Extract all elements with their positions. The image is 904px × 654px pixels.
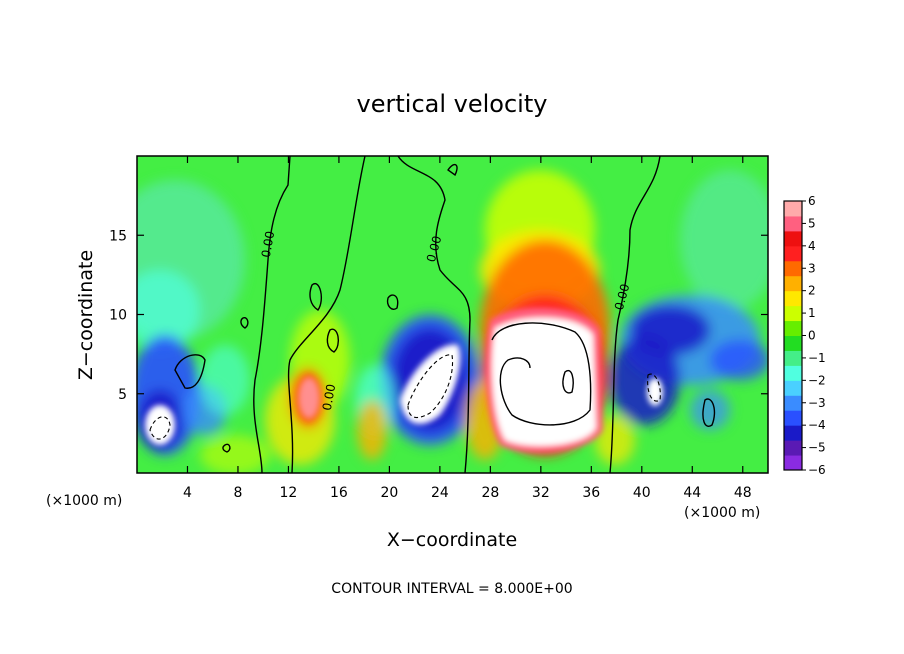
colorbar-swatch [784,245,802,262]
x-tick-label: 36 [582,485,600,501]
x-tick-label: 24 [431,485,449,501]
contour-lines [174,156,716,473]
y-tick-label: 15 [109,228,127,244]
y-tick-label: 5 [118,387,127,403]
colorbar-label: 5 [808,216,816,230]
x-tick-label: 4 [183,485,192,501]
colorbar-swatch [784,290,802,307]
colorbar-swatch [784,260,802,277]
contour-label: 0.00 [320,383,338,412]
x-tick-label: 44 [683,485,701,501]
x-tick-label: 48 [734,485,752,501]
colorbar-swatch [784,320,802,336]
colorbar-swatch [784,230,802,247]
colorbar-label: 6 [808,194,816,208]
colorbar-label: −6 [808,463,826,477]
x-tick-label: 28 [481,485,499,501]
contour-labels: 0.00 0.00 0.00 0.00 [259,230,633,412]
colorbar-label: 4 [808,239,816,253]
x-tick-label: 20 [380,485,398,501]
colorbar-label: −3 [808,396,826,410]
y-tick-label: 10 [109,308,127,324]
x-tick-label: 32 [532,485,550,501]
colorbar-label: 0 [808,329,816,343]
colorbar: 6 5 4 3 2 1 0 −1 −2 −3 −4 −5 −6 [783,194,826,477]
contour-label: 0.00 [424,234,444,263]
colorbar-swatch [784,350,802,366]
contour-label: 0.00 [612,282,632,311]
colorbar-swatch [784,305,802,322]
colorbar-label: 3 [808,261,816,275]
colorbar-swatch [784,275,802,292]
x-unit-left: (×1000 m) [46,493,122,509]
colorbar-swatch [784,410,802,426]
contour-interval-note: CONTOUR INTERVAL = 8.000E+00 [331,581,572,597]
y-axis: 5 10 15 [109,228,768,403]
x-axis-label: X−coordinate [387,529,517,551]
x-tick-label: 16 [330,485,348,501]
y-axis-label: Z−coordinate [75,250,97,380]
x-axis: 4 8 12 16 20 24 28 32 36 40 44 48 [183,156,752,501]
colorbar-swatch [784,365,802,381]
x-tick-label: 40 [633,485,651,501]
x-tick-label: 12 [280,485,298,501]
colorbar-swatch [784,201,802,217]
negative-contours [149,354,661,440]
contour-label: 0.00 [259,230,277,259]
colorbar-swatch [784,335,802,351]
x-unit-right: (×1000 m) [684,505,760,521]
plot-area [137,156,768,473]
colorbar-swatch [784,380,802,396]
colorbar-label: −1 [808,351,826,365]
colorbar-label: −5 [808,441,826,455]
colorbar-label: 1 [808,306,816,320]
colorbar-swatch [784,215,802,232]
colorbar-swatch [784,425,802,441]
colorbar-label: −4 [808,418,826,432]
colorbar-swatch [784,395,802,411]
colorbar-swatch [784,440,802,456]
chart-title: vertical velocity [357,90,548,118]
colorbar-label: 2 [808,284,816,298]
colorbar-label: −2 [808,373,826,387]
colorbar-swatch [784,455,802,471]
x-tick-label: 8 [233,485,242,501]
